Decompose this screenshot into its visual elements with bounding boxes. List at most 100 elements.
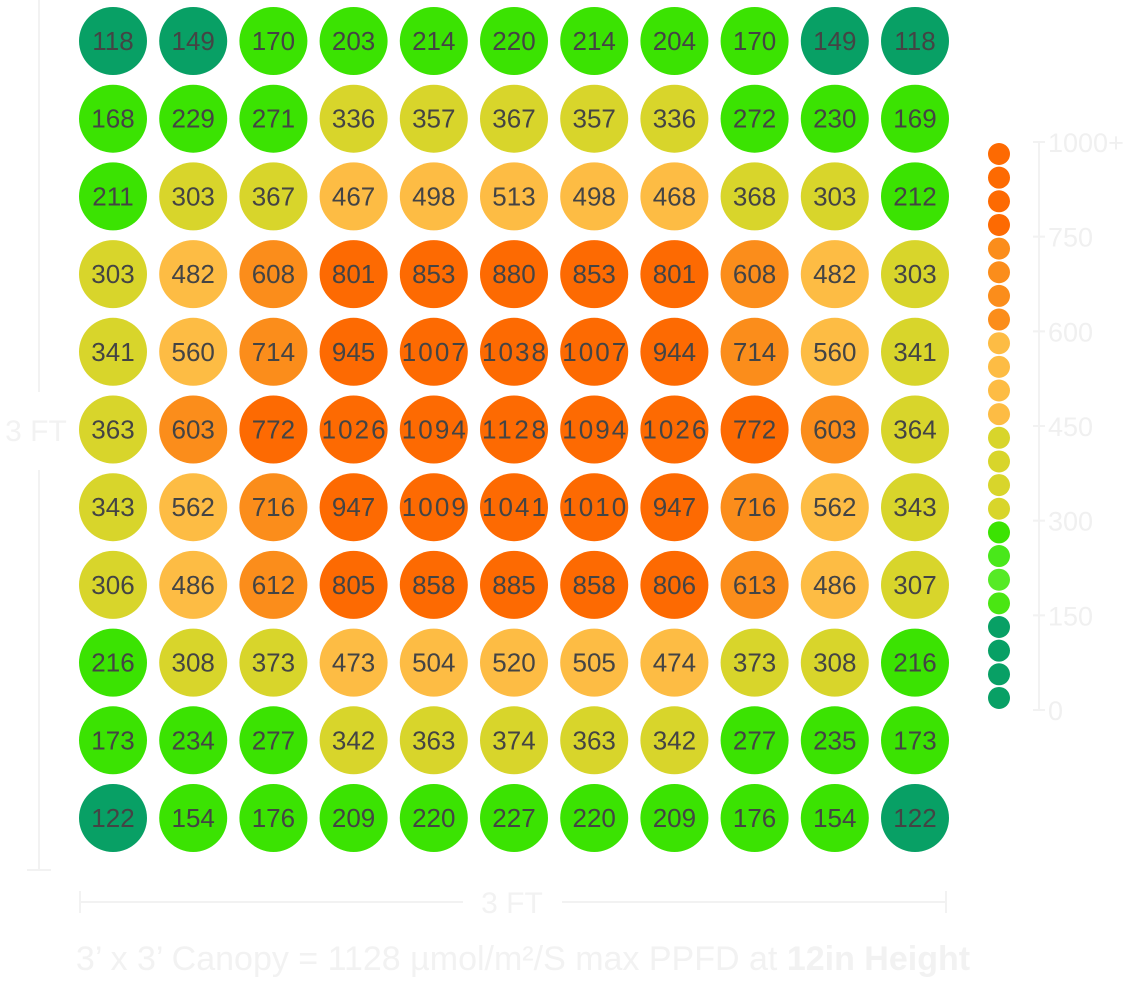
ppfd-cell-r7-c6 xyxy=(480,473,548,542)
ppfd-cell-r10-c1 xyxy=(79,706,147,775)
ppfd-value-r7-c10: 562 xyxy=(813,492,856,522)
legend-tick-label-7: 0 xyxy=(1048,696,1063,726)
ppfd-cell-r6-c4 xyxy=(319,395,388,464)
ppfd-value-r3-c7: 498 xyxy=(573,181,616,211)
ppfd-value-r8-c5: 858 xyxy=(412,570,455,600)
ppfd-cell-r11-c10 xyxy=(800,784,869,852)
ppfd-cell-r6-c9 xyxy=(720,395,789,464)
ppfd-cell-r8-c7 xyxy=(560,550,629,619)
ppfd-cell-r1-c9 xyxy=(720,7,789,75)
legend-dot-18 xyxy=(988,545,1010,568)
ppfd-value-r8-c1: 306 xyxy=(91,570,134,600)
ppfd-cell-r7-c1 xyxy=(79,473,147,542)
ppfd-value-r7-c9: 716 xyxy=(733,492,776,522)
ppfd-value-r6-c3: 772 xyxy=(252,415,295,445)
ppfd-value-r5-c3: 714 xyxy=(252,337,295,367)
ppfd-cell-r3-c8 xyxy=(640,162,709,231)
ppfd-value-r7-c1: 343 xyxy=(91,492,134,522)
ppfd-cell-r10-c3 xyxy=(239,706,308,775)
ppfd-cell-r7-c11 xyxy=(881,473,949,542)
ppfd-value-r11-c8: 209 xyxy=(653,803,696,833)
ppfd-cell-r6-c3 xyxy=(239,395,308,464)
ppfd-value-r9-c4: 473 xyxy=(332,648,375,678)
ppfd-value-r4-c7: 853 xyxy=(573,259,616,289)
ppfd-cell-r1-c2 xyxy=(159,7,228,75)
ppfd-value-r10-c3: 277 xyxy=(252,725,295,755)
ppfd-cell-r1-c1 xyxy=(79,7,147,75)
ppfd-value-r1-c7: 214 xyxy=(573,26,616,56)
ppfd-cell-r6-c7 xyxy=(560,395,629,464)
ppfd-cell-r8-c2 xyxy=(159,550,228,619)
ppfd-cell-r6-c5 xyxy=(399,395,468,464)
legend-dot-5 xyxy=(988,237,1010,260)
ppfd-cell-r10-c8 xyxy=(640,706,709,775)
ppfd-value-r4-c9: 608 xyxy=(733,259,776,289)
ppfd-cell-r3-c9 xyxy=(720,162,789,231)
ppfd-cell-r7-c9 xyxy=(720,473,789,542)
legend-dot-12 xyxy=(988,403,1010,426)
ppfd-value-r4-c2: 482 xyxy=(172,259,215,289)
ppfd-value-r2-c1: 168 xyxy=(91,104,134,134)
ppfd-value-r5-c9: 714 xyxy=(733,337,776,367)
color-legend: 1000+ 750 600 450 300 150 0 xyxy=(988,128,1124,726)
ppfd-value-r4-c1: 303 xyxy=(91,259,134,289)
ppfd-value-r1-c4: 203 xyxy=(332,26,375,56)
ppfd-cell-r8-c3 xyxy=(239,550,308,619)
ppfd-value-r2-c10: 230 xyxy=(813,104,856,134)
ppfd-cell-r6-c10 xyxy=(800,395,869,464)
ppfd-grid: 118 149 170 203 214 220 214 204 170 149 118 168 229 2… xyxy=(79,7,949,852)
ppfd-cell-r11-c8 xyxy=(640,784,709,852)
ppfd-value-r4-c4: 801 xyxy=(332,259,375,289)
ppfd-cell-r1-c8 xyxy=(640,7,709,75)
ppfd-cell-r1-c3 xyxy=(239,7,308,75)
ppfd-cell-r11-c1 xyxy=(79,784,147,852)
ppfd-value-r2-c7: 357 xyxy=(573,104,616,134)
ppfd-cell-r11-c4 xyxy=(319,784,388,852)
ppfd-value-r10-c8: 342 xyxy=(653,725,696,755)
ppfd-value-r9-c5: 504 xyxy=(412,648,455,678)
ppfd-value-r10-c1: 173 xyxy=(91,725,134,755)
ppfd-value-r9-c11: 216 xyxy=(893,648,936,678)
ppfd-value-r2-c4: 336 xyxy=(332,104,375,134)
ppfd-value-r10-c9: 277 xyxy=(733,725,776,755)
ppfd-cell-r8-c4 xyxy=(319,550,388,619)
ppfd-cell-r10-c11 xyxy=(881,706,949,775)
legend-dot-4 xyxy=(988,213,1010,236)
ppfd-value-r3-c2: 303 xyxy=(172,181,215,211)
ppfd-cell-r5-c9 xyxy=(720,317,789,386)
ppfd-value-r9-c10: 308 xyxy=(813,648,856,678)
ppfd-value-r5-c1: 341 xyxy=(91,337,134,367)
x-dimension xyxy=(79,891,947,913)
ppfd-value-r5-c10: 560 xyxy=(813,337,856,367)
ppfd-value-r5-c11: 341 xyxy=(893,337,936,367)
ppfd-value-r6-c9: 772 xyxy=(733,415,776,445)
ppfd-cell-r2-c5 xyxy=(399,84,468,153)
canopy-caption: 3’ x 3’ Canopy = 1128 µmol/m²/S max PPFD… xyxy=(0,940,1046,990)
ppfd-value-r1-c5: 214 xyxy=(412,26,455,56)
ppfd-value-r2-c9: 272 xyxy=(733,104,776,134)
ppfd-value-r4-c10: 482 xyxy=(813,259,856,289)
ppfd-cell-r4-c1 xyxy=(79,240,147,309)
ppfd-value-r6-c10: 603 xyxy=(813,415,856,445)
ppfd-cell-r11-c3 xyxy=(239,784,308,852)
ppfd-cell-r2-c6 xyxy=(480,84,548,153)
ppfd-cell-r10-c6 xyxy=(480,706,548,775)
legend-dot-3 xyxy=(988,190,1010,213)
legend-dot-23 xyxy=(988,663,1010,686)
ppfd-cell-r4-c11 xyxy=(881,240,949,309)
ppfd-value-r1-c10: 149 xyxy=(813,26,856,56)
ppfd-value-r8-c3: 612 xyxy=(252,570,295,600)
ppfd-cell-r4-c2 xyxy=(159,240,228,309)
ppfd-value-r11-c9: 176 xyxy=(733,803,776,833)
ppfd-cell-r5-c1 xyxy=(79,317,147,386)
ppfd-cell-r5-c3 xyxy=(239,317,308,386)
ppfd-value-r6-c11: 364 xyxy=(893,415,936,445)
ppfd-value-r2-c11: 169 xyxy=(893,104,936,134)
ppfd-value-r6-c6: 1128 xyxy=(482,415,546,445)
ppfd-cell-r1-c4 xyxy=(319,7,388,75)
ppfd-value-r7-c11: 343 xyxy=(893,492,936,522)
ppfd-cell-r10-c5 xyxy=(399,706,468,775)
ppfd-value-r3-c10: 303 xyxy=(813,181,856,211)
ppfd-cell-r9-c7 xyxy=(560,628,629,697)
